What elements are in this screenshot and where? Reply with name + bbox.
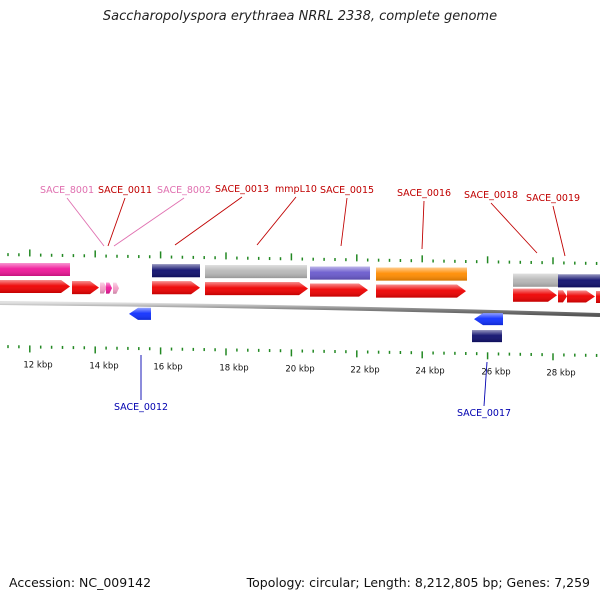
label-leader-lines [66, 196, 566, 407]
leader-line [174, 196, 243, 246]
cds-arrow [567, 290, 595, 303]
axis-labels: 12 kbp 14 kbp 16 kbp 18 kbp 20 kbp 22 kbp 24 k… [23, 361, 575, 379]
leader-line [552, 205, 566, 257]
gene-label: SACE_0019 [526, 193, 580, 204]
accession-text: Accession: NC_009142 [9, 575, 152, 590]
cds-arrow-small [106, 282, 112, 294]
gene-box-navy [558, 274, 600, 288]
axis-tick-label: 26 kbp [481, 367, 510, 377]
gene-label: SACE_0017 [457, 408, 511, 419]
gene-label: SACE_0015 [320, 185, 374, 196]
gene-label: mmpL10 [275, 184, 317, 195]
cds-arrow [152, 281, 200, 295]
gene-label: SACE_8002 [157, 185, 211, 196]
cds-arrow [72, 281, 99, 295]
cds-arrow [596, 290, 600, 303]
gene-label: SACE_0016 [397, 188, 451, 199]
map-title: Saccharopolyspora erythraea NRRL 2338, c… [102, 9, 498, 24]
cds-arrow-reverse [129, 307, 151, 320]
gene-label: SACE_0018 [464, 190, 518, 201]
gene-labels: SACE_8001 SACE_0011 SACE_8002 SACE_0013 mmpL… [40, 184, 580, 419]
axis-tick-label: 16 kbp [153, 363, 182, 373]
gene-box-gray [205, 265, 307, 279]
axis-tick-label: 24 kbp [415, 366, 444, 376]
axis-tick-label: 28 kbp [546, 368, 575, 378]
leader-line [256, 196, 297, 246]
cds-arrow [376, 284, 466, 298]
cds-arrow [558, 290, 567, 303]
gene-box-purple [310, 266, 370, 280]
axis-tick-label: 12 kbp [23, 361, 52, 371]
gene-label: SACE_8001 [40, 185, 94, 196]
gene-box-pink [0, 263, 70, 276]
tick-marks-top [7, 249, 598, 265]
gene-box-gray [513, 273, 558, 287]
gene-box-navy [152, 264, 200, 278]
axis-tick-label: 18 kbp [219, 364, 248, 374]
genome-backbone [0, 301, 600, 317]
leader-line [66, 197, 105, 247]
cds-arrow [0, 280, 70, 293]
tick-marks-bottom [7, 345, 598, 361]
cds-arrow-small [113, 282, 119, 294]
leader-line [490, 202, 538, 254]
cds-arrow-small [100, 282, 107, 294]
gene-box-navy [472, 330, 502, 343]
cds-arrow [205, 282, 308, 296]
leader-line [340, 197, 348, 247]
gene-label: SACE_0012 [114, 402, 168, 413]
axis-tick-label: 14 kbp [89, 362, 118, 372]
gene-features [0, 263, 600, 343]
leader-line [483, 361, 488, 407]
cds-arrow-reverse [474, 313, 503, 326]
leader-line [107, 197, 126, 247]
gene-label: SACE_0013 [215, 184, 269, 195]
topology-summary: Topology: circular; Length: 8,212,805 bp… [246, 575, 590, 590]
cds-arrow [513, 288, 557, 302]
axis-tick-label: 20 kbp [285, 365, 314, 375]
gene-label: SACE_0011 [98, 185, 152, 196]
leader-line [421, 200, 425, 250]
cds-arrow [310, 283, 368, 297]
axis-tick-label: 22 kbp [350, 365, 379, 375]
leader-line [113, 197, 185, 247]
gene-box-orange [376, 267, 467, 281]
